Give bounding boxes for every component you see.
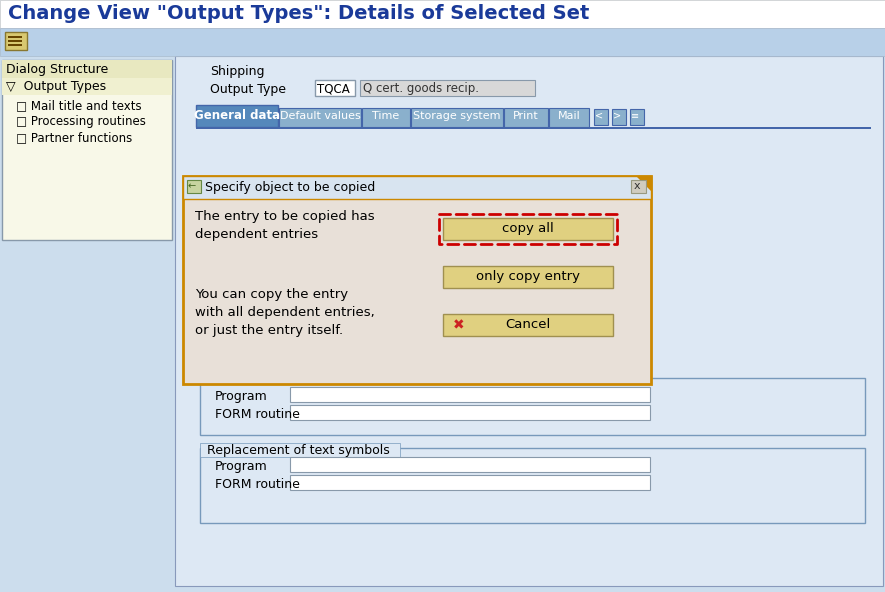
Text: Replacement of text symbols: Replacement of text symbols [207, 444, 389, 457]
Bar [290, 475, 650, 490]
Text: Default values: Default values [280, 111, 360, 121]
Bar [612, 109, 626, 125]
Text: □ Partner functions: □ Partner functions [16, 131, 132, 144]
Text: You can copy the entry: You can copy the entry [195, 288, 348, 301]
Bar [2, 60, 172, 240]
Bar [594, 109, 608, 125]
Text: with all dependent entries,: with all dependent entries, [195, 306, 374, 319]
Bar [8, 36, 22, 38]
Bar [183, 176, 651, 384]
Bar [631, 180, 646, 193]
Bar [290, 387, 650, 402]
Text: The entry to be copied has: The entry to be copied has [195, 210, 374, 223]
Bar [8, 40, 22, 42]
Bar [0, 28, 885, 56]
Ellipse shape [370, 180, 670, 440]
Bar [175, 56, 883, 586]
Bar [2, 78, 172, 95]
Text: ▽  Output Types: ▽ Output Types [6, 80, 106, 93]
Text: FORM routine: FORM routine [215, 478, 300, 491]
Bar [290, 457, 650, 472]
Bar [0, 0, 885, 28]
Bar [200, 443, 400, 457]
Text: Cancel: Cancel [505, 318, 550, 331]
Bar [443, 266, 613, 288]
Text: dependent entries: dependent entries [195, 228, 318, 241]
Text: Time: Time [373, 111, 400, 121]
Text: Change View "Output Types": Details of Selected Set: Change View "Output Types": Details of S… [8, 4, 589, 23]
Text: Shipping: Shipping [210, 65, 265, 78]
Text: Dialog Structure: Dialog Structure [6, 63, 108, 76]
Text: General data: General data [194, 109, 280, 122]
Bar [187, 180, 201, 193]
Bar [630, 109, 644, 125]
Text: Specify object to be copied: Specify object to be copied [205, 181, 375, 194]
Bar [2, 60, 172, 78]
Bar [439, 214, 617, 244]
Text: ≡: ≡ [631, 111, 639, 121]
Polygon shape [636, 176, 651, 191]
Text: only copy entry: only copy entry [476, 270, 580, 283]
Bar [504, 108, 548, 127]
Text: SAP: SAP [395, 243, 565, 317]
Text: □ Processing routines: □ Processing routines [16, 115, 146, 128]
Bar [362, 108, 410, 127]
Bar [196, 127, 871, 129]
Bar [183, 176, 651, 199]
Bar [443, 218, 613, 240]
Text: Print: Print [513, 111, 539, 121]
Bar [360, 80, 535, 96]
Bar [196, 105, 278, 127]
Bar [290, 405, 650, 420]
Text: or just the entry itself.: or just the entry itself. [195, 324, 343, 337]
Text: Program: Program [215, 460, 268, 473]
Bar [5, 32, 27, 50]
Bar [200, 378, 865, 435]
Text: copy all: copy all [502, 222, 554, 235]
Text: x: x [634, 181, 641, 191]
Text: Storage system: Storage system [413, 111, 501, 121]
Text: ✖: ✖ [453, 318, 465, 332]
Text: Output Type: Output Type [210, 83, 286, 96]
Text: Q cert. goods recip.: Q cert. goods recip. [363, 82, 479, 95]
Text: FORM routine: FORM routine [215, 408, 300, 421]
Text: □ Mail title and texts: □ Mail title and texts [16, 99, 142, 112]
Text: <: < [595, 111, 603, 121]
Bar [200, 448, 865, 523]
Bar [279, 108, 361, 127]
Text: Mail: Mail [558, 111, 581, 121]
Bar [549, 108, 589, 127]
Bar [443, 314, 613, 336]
Bar [8, 44, 22, 46]
Bar [315, 80, 355, 96]
Text: TQCA: TQCA [317, 82, 350, 95]
Text: ←: ← [188, 181, 196, 191]
Text: >: > [613, 111, 621, 121]
Bar [411, 108, 503, 127]
Text: Program: Program [215, 390, 268, 403]
